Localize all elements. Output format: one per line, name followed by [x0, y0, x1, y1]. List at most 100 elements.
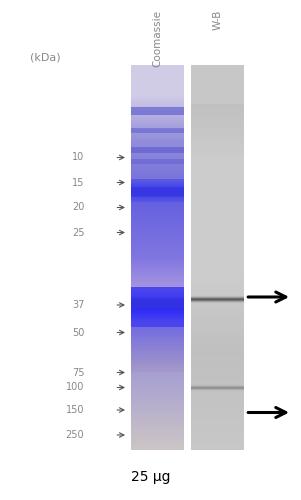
- Bar: [131, 416, 184, 418]
- Bar: [131, 368, 184, 369]
- Bar: [191, 446, 244, 448]
- Bar: [131, 448, 184, 450]
- Bar: [191, 161, 244, 163]
- Bar: [191, 215, 244, 217]
- Bar: [131, 194, 184, 196]
- Bar: [191, 384, 244, 386]
- Bar: [191, 65, 244, 67]
- Bar: [191, 130, 244, 132]
- Bar: [191, 167, 244, 169]
- Bar: [131, 404, 184, 405]
- Bar: [131, 182, 184, 183]
- Bar: [131, 237, 184, 238]
- Bar: [191, 136, 244, 138]
- Bar: [131, 178, 184, 179]
- Bar: [191, 208, 244, 210]
- Bar: [191, 440, 244, 442]
- Bar: [191, 302, 244, 304]
- Bar: [191, 142, 244, 144]
- Bar: [131, 158, 184, 160]
- Bar: [191, 286, 244, 288]
- Bar: [191, 240, 244, 242]
- Bar: [131, 287, 184, 288]
- Bar: [131, 173, 184, 174]
- Bar: [131, 198, 184, 200]
- Bar: [131, 129, 184, 130]
- Bar: [191, 69, 244, 71]
- Bar: [131, 340, 184, 341]
- Bar: [131, 380, 184, 382]
- Bar: [131, 280, 184, 282]
- Bar: [131, 68, 184, 69]
- Bar: [131, 205, 184, 206]
- Bar: [191, 176, 244, 178]
- Bar: [191, 188, 244, 190]
- Bar: [131, 106, 184, 108]
- Bar: [191, 223, 244, 225]
- Bar: [131, 159, 184, 164]
- Bar: [131, 438, 184, 440]
- Bar: [131, 434, 184, 436]
- Bar: [191, 416, 244, 418]
- Bar: [131, 348, 184, 350]
- Bar: [131, 216, 184, 218]
- Bar: [131, 394, 184, 395]
- Bar: [191, 165, 244, 167]
- Bar: [131, 283, 184, 284]
- Bar: [191, 171, 244, 173]
- Bar: [191, 110, 244, 111]
- Bar: [131, 132, 184, 133]
- Bar: [131, 170, 184, 172]
- Bar: [131, 316, 184, 318]
- Bar: [191, 230, 244, 232]
- Bar: [131, 350, 184, 351]
- Bar: [131, 144, 184, 146]
- Bar: [191, 410, 244, 412]
- Bar: [131, 290, 184, 291]
- Bar: [131, 388, 184, 390]
- Bar: [131, 292, 184, 294]
- Bar: [131, 266, 184, 268]
- Bar: [131, 222, 184, 223]
- Bar: [131, 278, 184, 280]
- Bar: [191, 71, 244, 72]
- Bar: [131, 238, 184, 240]
- Bar: [131, 327, 184, 328]
- Bar: [191, 152, 244, 154]
- Bar: [191, 292, 244, 294]
- Bar: [131, 232, 184, 233]
- Bar: [191, 412, 244, 414]
- Bar: [131, 66, 184, 68]
- Bar: [191, 304, 244, 306]
- Bar: [191, 178, 244, 180]
- Bar: [191, 288, 244, 290]
- Bar: [131, 192, 184, 194]
- Bar: [191, 128, 244, 130]
- Bar: [131, 115, 184, 116]
- Bar: [131, 302, 184, 304]
- Bar: [131, 369, 184, 370]
- Bar: [131, 214, 184, 215]
- Bar: [191, 88, 244, 90]
- Bar: [131, 65, 184, 66]
- Bar: [191, 438, 244, 440]
- Bar: [131, 219, 184, 220]
- Bar: [131, 405, 184, 406]
- Bar: [191, 382, 244, 384]
- Bar: [191, 418, 244, 419]
- Bar: [131, 146, 184, 147]
- Bar: [131, 74, 184, 76]
- Bar: [131, 378, 184, 380]
- Bar: [131, 286, 184, 287]
- Bar: [131, 323, 184, 324]
- Bar: [191, 232, 244, 234]
- Bar: [131, 138, 184, 140]
- Bar: [131, 330, 184, 332]
- Bar: [131, 88, 184, 90]
- Bar: [191, 138, 244, 140]
- Bar: [191, 92, 244, 94]
- Bar: [191, 340, 244, 342]
- Text: 250: 250: [66, 430, 84, 440]
- Bar: [191, 275, 244, 277]
- Bar: [191, 316, 244, 317]
